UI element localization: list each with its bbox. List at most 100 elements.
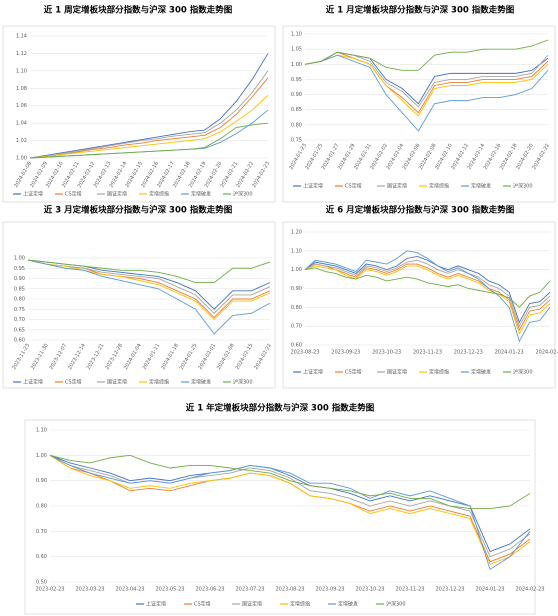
y-tick-label: 1.10 <box>16 68 27 74</box>
legend-label: CS定增 <box>65 191 82 198</box>
legend-label: 定增综指 <box>429 183 449 190</box>
legend-label: 定增综指 <box>149 379 169 386</box>
x-tick-label: 2024-02-23 <box>535 350 558 356</box>
y-tick-label: 0.65 <box>14 327 25 333</box>
series-line <box>304 256 551 324</box>
series-line <box>27 259 271 335</box>
y-tick-label: 0.90 <box>36 478 47 484</box>
legend-label: 国证定增 <box>387 183 407 190</box>
x-tick-label: 2023-02-23 <box>35 587 64 593</box>
x-tick-label: 2023-08-23 <box>290 350 319 356</box>
y-tick-label: 1.12 <box>16 51 27 57</box>
legend-label: 上证定增 <box>303 183 323 190</box>
y-tick-label: 1.06 <box>16 103 27 109</box>
legend-label: CS定增 <box>194 601 211 608</box>
y-tick-label: 0.90 <box>291 92 302 98</box>
x-tick-label: 2023-03-23 <box>75 587 104 593</box>
series-line <box>49 454 531 571</box>
chart: 近 3 月定增板块部分指数与沪深 300 指数走势图 0.60 0.65 0.70 0.… <box>2 205 276 389</box>
chart: 近 1 周定增板块部分指数与沪深 300 指数走势图 1.00 1.02 1.04 1.… <box>2 5 276 203</box>
series-line <box>49 454 531 565</box>
legend-label: 沪深300 <box>233 191 253 198</box>
series-line <box>29 94 269 159</box>
legend-label: 国证定增 <box>107 191 127 198</box>
y-tick-label: 0.80 <box>291 122 302 128</box>
x-tick-label: 2023-07-23 <box>235 587 264 593</box>
y-tick-label: 1.14 <box>16 34 27 40</box>
y-tick-label: 0.50 <box>36 580 47 586</box>
y-tick-label: 1.10 <box>36 428 47 434</box>
legend-label: 沪深300 <box>386 601 406 608</box>
legend-label: 上证定增 <box>23 191 43 198</box>
legend-label: CS定增 <box>345 369 362 376</box>
legend-label: 定增破发 <box>338 601 358 608</box>
y-tick-label: 0.80 <box>36 504 47 510</box>
chart-title: 近 1 周定增板块部分指数与沪深 300 指数走势图 <box>44 5 233 16</box>
legend-label: 上证定增 <box>303 369 323 376</box>
legend-label: 定增破发 <box>191 379 211 386</box>
legend-label: 定增综指 <box>290 601 310 608</box>
series-line <box>29 122 269 159</box>
y-tick-label: 0.80 <box>291 305 302 311</box>
y-tick-label: 0.85 <box>291 107 302 113</box>
y-tick-label: 1.00 <box>36 453 47 459</box>
legend-label: 沪深300 <box>513 369 533 376</box>
chart: 近 1 年定增板块部分指数与沪深 300 指数走势图 0.50 0.60 0.70 0.… <box>24 403 545 615</box>
series-line <box>27 259 271 321</box>
y-tick-label: 0.60 <box>14 338 25 344</box>
series-line <box>29 53 269 159</box>
legend-label: 定增综指 <box>149 191 169 198</box>
x-tick-label: 2023-05-23 <box>155 587 184 593</box>
chart-frame <box>24 419 536 615</box>
legend-label: 国证定增 <box>107 379 127 386</box>
chart-frame <box>2 221 276 389</box>
chart: 近 6 月定增板块部分指数与沪深 300 指数走势图 0.60 0.70 0.80 0.… <box>282 205 558 389</box>
y-tick-label: 0.70 <box>291 324 302 330</box>
series-line <box>304 39 549 71</box>
x-tick-label: 2023-06-23 <box>195 587 224 593</box>
x-tick-label: 2023-11-23 <box>413 350 442 356</box>
series-line <box>304 267 551 308</box>
legend-label: 国证定增 <box>242 601 262 608</box>
chart-title: 近 6 月定增板块部分指数与沪深 300 指数走势图 <box>326 205 515 216</box>
x-tick-label: 2024-01-23 <box>495 350 524 356</box>
chart-frame <box>282 221 556 389</box>
series-line <box>29 70 269 159</box>
y-tick-label: 0.90 <box>14 276 25 282</box>
series-line <box>27 259 271 284</box>
x-tick-label: 2023-10-23 <box>355 587 384 593</box>
series-line <box>304 250 551 343</box>
x-tick-label: 2023-09-23 <box>331 350 360 356</box>
chart-title: 近 1 月定增板块部分指数与沪深 300 指数走势图 <box>326 5 515 16</box>
y-tick-label: 0.75 <box>291 138 302 144</box>
x-tick-label: 2023-12-23 <box>435 587 464 593</box>
chart: 近 1 月定增板块部分指数与沪深 300 指数走势图 0.75 0.80 0.85 0.… <box>282 5 556 203</box>
y-tick-label: 1.00 <box>291 62 302 68</box>
y-tick-label: 0.80 <box>14 297 25 303</box>
legend-label: CS定增 <box>65 379 82 386</box>
y-tick-label: 1.00 <box>291 267 302 273</box>
x-tick-label: 2023-04-23 <box>115 587 144 593</box>
legend-label: 定增综指 <box>429 369 449 376</box>
x-tick-label: 2023-09-23 <box>315 587 344 593</box>
series-line <box>304 51 549 114</box>
series-line <box>304 265 551 335</box>
legend-label: 上证定增 <box>23 379 43 386</box>
y-tick-label: 0.95 <box>291 77 302 83</box>
chart-title: 近 1 年定增板块部分指数与沪深 300 指数走势图 <box>186 403 375 414</box>
y-tick-label: 1.20 <box>291 230 302 236</box>
legend-label: 沪深300 <box>513 183 533 190</box>
series-line <box>304 263 551 332</box>
legend-label: 国证定增 <box>387 369 407 376</box>
chart-title: 近 3 月定增板块部分指数与沪深 300 指数走势图 <box>44 205 233 216</box>
y-tick-label: 1.04 <box>16 121 27 127</box>
legend-label: 定增破发 <box>471 369 491 376</box>
y-tick-label: 0.60 <box>36 554 47 560</box>
y-tick-label: 0.60 <box>291 343 302 349</box>
series-line <box>304 54 549 117</box>
x-tick-label: 2023-10-23 <box>372 350 401 356</box>
series-line <box>304 54 549 132</box>
y-tick-label: 1.02 <box>16 138 27 144</box>
y-tick-label: 1.00 <box>14 256 25 262</box>
